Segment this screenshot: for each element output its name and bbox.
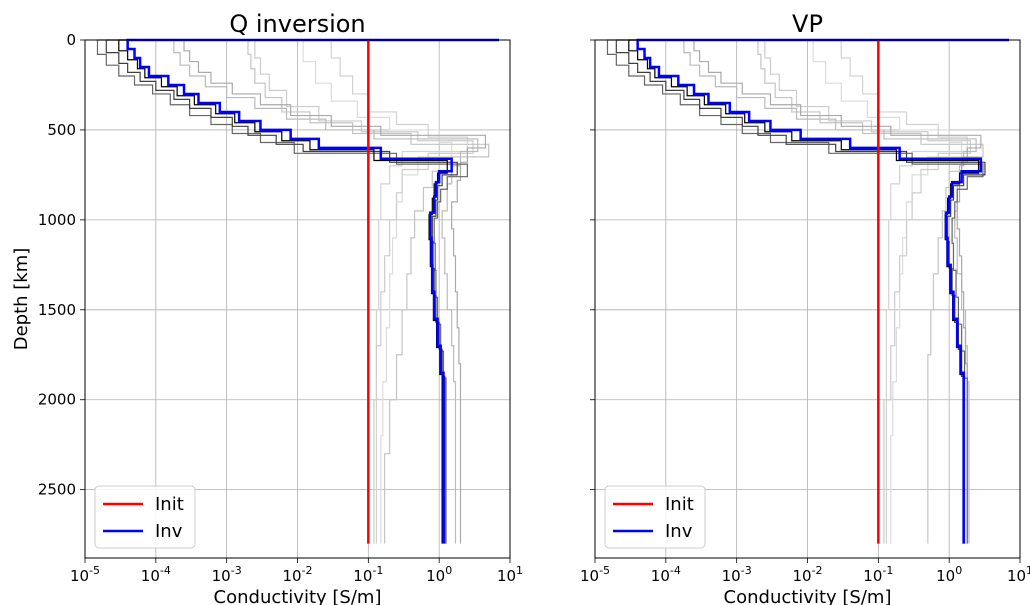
x-tick-label: 10-2: [792, 564, 822, 585]
ensemble-model-line: [812, 39, 963, 544]
chart-panel-2: 10-5 10-4 10-3 10-2 10-1 100 101 VP Conductivity…: [580, 10, 1030, 605]
legend-box: [94, 485, 196, 549]
series-line-inv: [126, 38, 500, 544]
x-tick-label: 100: [426, 564, 452, 585]
x-tick-label: 10-4: [651, 564, 681, 585]
chart-title: Q inversion: [229, 10, 365, 38]
ensemble-model-line: [254, 39, 474, 544]
x-axis-label: Conductivity [S/m]: [214, 587, 382, 605]
ensemble-model-line: [628, 39, 980, 544]
x-tick-label: 10-5: [580, 564, 610, 585]
x-tick-label: 10-3: [722, 564, 752, 585]
series-line-inv: [636, 38, 1010, 544]
x-tick-label: 101: [497, 564, 523, 585]
axes-frame: [594, 39, 1021, 559]
y-tick-label: 500: [47, 121, 76, 139]
ensemble-model-line: [247, 39, 490, 544]
y-tick-label: 0: [66, 31, 76, 49]
chart-title: VP: [792, 10, 823, 38]
x-tick-label: 10-5: [70, 564, 100, 585]
x-tick-label: 10-2: [282, 564, 312, 585]
ensemble-model-line: [840, 39, 968, 544]
y-tick-label: 2500: [38, 481, 76, 499]
ensemble-model-line: [330, 39, 468, 544]
x-tick-label: 10-1: [863, 564, 893, 585]
legend: Init Inv: [604, 485, 706, 549]
ensemble-model-line: [693, 39, 982, 544]
ensemble-model-line: [183, 39, 487, 544]
legend-label-init: Init: [665, 494, 694, 515]
legend-label-inv: Inv: [155, 521, 183, 542]
y-tick-label: 1000: [38, 211, 76, 229]
ensemble-model-line: [96, 39, 468, 544]
ensemble-model-line: [118, 39, 448, 544]
ensemble-model-line: [105, 39, 458, 544]
chart-panel-1: 10-5 10-4 10-3 10-2 10-1 100 101 0 500 1000 1500 20…: [11, 10, 523, 605]
y-tick-label: 1500: [38, 301, 76, 319]
ensemble-model-line: [173, 39, 479, 544]
x-tick-label: 10-1: [353, 564, 383, 585]
x-tick-label: 101: [1007, 564, 1030, 585]
ensemble-model-line: [757, 39, 984, 544]
legend-box: [604, 485, 706, 549]
ensemble-model-line: [764, 39, 972, 544]
axes-frame: [84, 39, 511, 559]
legend: Init Inv: [94, 485, 196, 549]
x-tick-label: 10-3: [212, 564, 242, 585]
x-axis-label: Conductivity [S/m]: [724, 587, 892, 605]
ensemble-model-line: [606, 39, 984, 544]
ensemble-model-line: [302, 39, 453, 544]
x-tick-label: 10-4: [141, 564, 171, 585]
legend-label-init: Init: [155, 494, 184, 515]
y-axis-label: Depth [km]: [11, 248, 32, 351]
legend-label-inv: Inv: [665, 521, 693, 542]
y-tick-label: 2000: [38, 391, 76, 409]
ensemble-model-line: [683, 39, 977, 544]
x-tick-label: 100: [936, 564, 962, 585]
